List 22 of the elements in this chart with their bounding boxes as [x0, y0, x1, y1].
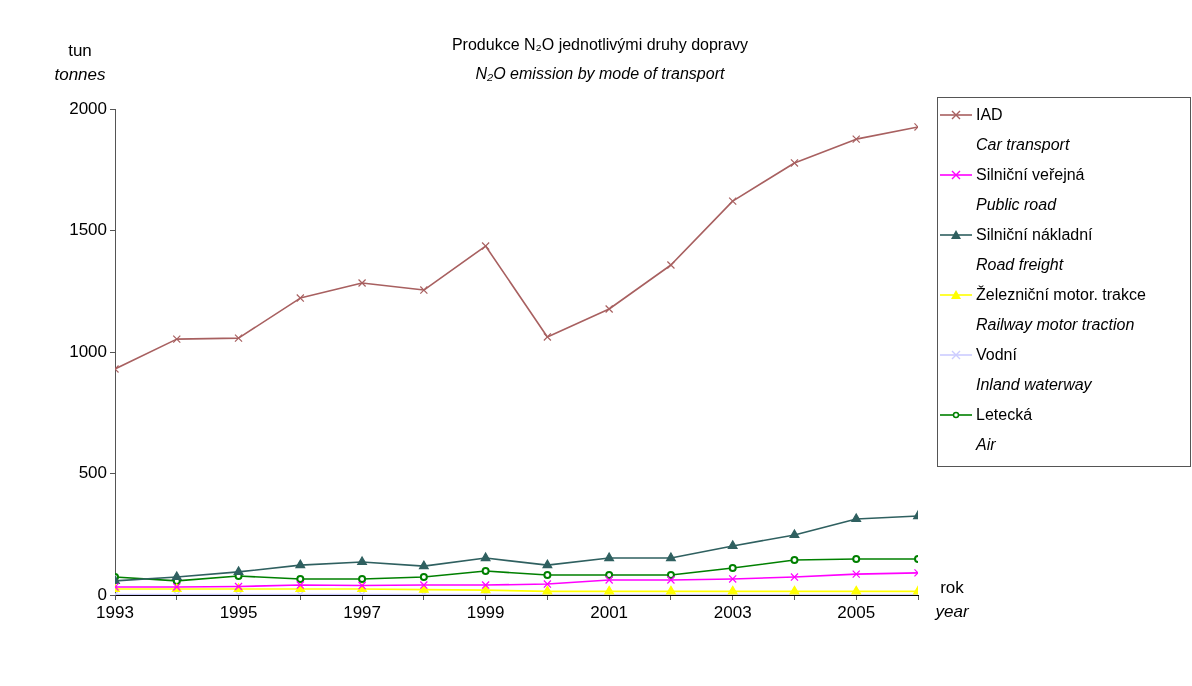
x-tick-label: 2003 — [713, 602, 752, 622]
legend-label: Silniční veřejná Public road — [975, 166, 1086, 215]
y-tick-label: 1000 — [69, 341, 107, 361]
x-axis-title: rok year — [934, 578, 970, 621]
legend-label: Železniční motor. trakce Railway motor traction — [975, 286, 1147, 335]
y-tick-label: 1500 — [69, 220, 107, 240]
x-tick-label: 2001 — [590, 602, 629, 622]
chart-title: Produkce N₂O jednotlivými druhy dopravy — [451, 36, 749, 53]
x-tick-label: 1993 — [96, 602, 134, 622]
legend-label: Vodní Inland waterway — [975, 346, 1093, 395]
x-tick-label: 1995 — [219, 602, 258, 622]
x-tick-label: 1999 — [466, 602, 505, 622]
y-tick-label: 0 — [97, 584, 107, 604]
x-tick-label: 1997 — [343, 602, 381, 622]
y-tick-label: 2000 — [69, 98, 107, 118]
x-tick-label: 2005 — [837, 602, 876, 622]
legend-label: Letecká Air — [974, 406, 1034, 455]
y-axis-title: tun tonnes — [54, 41, 107, 84]
chart-subtitle: N₂O emission by mode of transport — [475, 65, 725, 82]
legend-label: Silniční nákladní Road freight — [975, 226, 1094, 275]
y-tick-label: 500 — [78, 463, 107, 483]
legend-label: IAD Car transport — [975, 106, 1071, 155]
